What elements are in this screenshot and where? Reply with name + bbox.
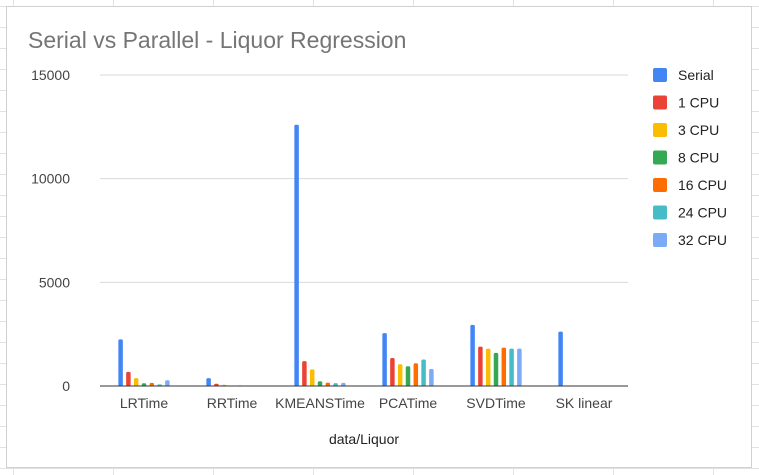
bar-32-cpu [517, 348, 522, 386]
legend-item: 1 CPU [653, 95, 719, 111]
bar-16-cpu [149, 382, 155, 386]
bar-32-cpu [165, 380, 170, 386]
legend-swatch [653, 205, 667, 220]
legend-label: 16 CPU [678, 177, 727, 193]
legend-item: 3 CPU [653, 122, 719, 138]
bar-3-cpu [133, 378, 139, 386]
bar-32-cpu [341, 382, 346, 386]
legend-item: 16 CPU [653, 177, 727, 193]
bar-16-cpu [413, 363, 419, 386]
bar-serial [470, 324, 475, 386]
legend-swatch [653, 150, 667, 165]
legend-swatch [653, 233, 667, 247]
x-axis-ticks: LRTime RRTime KMEANSTime PCATime SVDTime SK l… [120, 395, 613, 411]
x-tick-label: SK linear [556, 395, 613, 411]
bar-8-cpu [405, 366, 411, 386]
bar-serial [206, 378, 211, 386]
bar-3-cpu [485, 348, 491, 386]
bar-32-cpu [429, 368, 434, 386]
legend-item: 8 CPU [653, 150, 719, 166]
chart-gridlines [100, 74, 628, 283]
x-tick-label: KMEANSTime [275, 395, 365, 411]
legend-swatch [653, 68, 667, 82]
chart-title: Serial vs Parallel - Liquor Regression [28, 27, 406, 53]
legend-swatch [653, 123, 667, 137]
bar-3-cpu [397, 364, 403, 386]
bar-16-cpu [325, 382, 331, 386]
legend-label: 24 CPU [678, 205, 727, 221]
legend-label: Serial [678, 67, 714, 83]
chart-legend: Serial 1 CPU 3 CPU 8 CPU 16 CPU 24 CPU 32 CPU [653, 67, 727, 248]
bar-8-cpu [141, 383, 147, 386]
y-tick-label: 10000 [31, 171, 70, 187]
x-tick-label: RRTime [207, 395, 258, 411]
legend-item: Serial [653, 67, 714, 83]
bar-8-cpu [493, 352, 499, 386]
y-tick-label: 15000 [31, 67, 70, 83]
bar-1-cpu [390, 358, 395, 386]
legend-label: 8 CPU [678, 150, 719, 166]
legend-label: 32 CPU [678, 232, 727, 248]
legend-label: 3 CPU [678, 122, 719, 138]
x-axis-title: data/Liquor [329, 431, 399, 447]
bar-serial [294, 124, 299, 386]
bar-serial [118, 339, 123, 386]
legend-swatch [653, 95, 667, 110]
legend-item: 24 CPU [653, 205, 727, 221]
bar-serial [558, 331, 563, 386]
bar-24-cpu [509, 348, 514, 386]
y-tick-label: 5000 [39, 274, 70, 290]
y-tick-label: 0 [62, 378, 70, 394]
y-axis-ticks: 0 5000 10000 15000 [31, 67, 70, 394]
bar-1-cpu [126, 371, 131, 386]
legend-label: 1 CPU [678, 95, 719, 111]
chart-container[interactable] [6, 6, 752, 468]
bar-24-cpu [333, 383, 338, 386]
bar-8-cpu [317, 381, 323, 386]
x-tick-label: LRTime [120, 395, 168, 411]
legend-swatch [653, 178, 667, 192]
bar-serial [382, 333, 387, 386]
x-tick-label: PCATime [379, 395, 438, 411]
bar-16-cpu [501, 347, 507, 386]
bar-1-cpu [302, 361, 307, 386]
chart-bars [118, 124, 563, 387]
x-tick-label: SVDTime [466, 395, 526, 411]
bar-24-cpu [421, 359, 426, 386]
bar-1-cpu [478, 346, 483, 386]
bar-1-cpu [214, 383, 219, 386]
legend-item: 32 CPU [653, 232, 727, 248]
bar-3-cpu [309, 369, 315, 386]
